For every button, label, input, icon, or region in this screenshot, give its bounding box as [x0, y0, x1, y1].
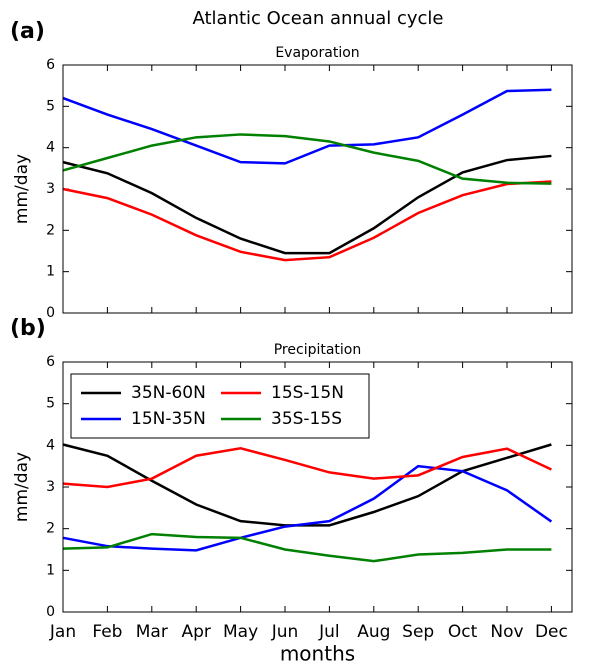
- y-tick-label: 6: [46, 57, 55, 73]
- plot-frame: [62, 361, 573, 613]
- x-axis-label: months: [280, 642, 355, 665]
- x-tick-label: Nov: [490, 622, 523, 642]
- chart-title: Precipitation: [274, 342, 362, 358]
- y-tick-label: 5: [46, 396, 55, 412]
- y-tick-label: 2: [46, 222, 55, 238]
- panel-label: (b): [10, 316, 46, 341]
- y-axis-label: mm/day: [12, 452, 32, 522]
- x-tick-label: Feb: [92, 622, 122, 642]
- legend-label: 15N-35N: [131, 409, 206, 429]
- line: [62, 133, 552, 185]
- line: [62, 180, 552, 262]
- x-tick-label: Oct: [448, 622, 478, 642]
- x-tick-label: Sep: [402, 622, 434, 642]
- x-tick-label: Dec: [535, 622, 568, 642]
- x-tick-label: Aug: [357, 622, 390, 642]
- legend-label: 15S-15N: [271, 383, 344, 403]
- line: [62, 443, 552, 527]
- y-tick-label: 0: [46, 305, 55, 321]
- line: [62, 88, 552, 165]
- line: [62, 446, 552, 489]
- line: [62, 532, 552, 563]
- line: [62, 154, 552, 255]
- y-tick-label: 1: [46, 264, 55, 280]
- x-tick-label: Jan: [49, 622, 76, 642]
- y-tick-label: 0: [46, 604, 55, 620]
- y-tick-label: 3: [46, 479, 55, 495]
- line: [62, 464, 553, 552]
- figure-title: Atlantic Ocean annual cycle: [193, 8, 444, 29]
- chart-title: Evaporation: [275, 45, 359, 61]
- x-tick-label: Jun: [271, 622, 299, 642]
- y-tick-label: 2: [46, 521, 55, 537]
- panel-label: (a): [10, 19, 45, 44]
- y-tick-label: 5: [46, 98, 55, 114]
- x-tick-label: May: [223, 622, 258, 642]
- y-tick-label: 4: [46, 437, 55, 453]
- y-axis-label: mm/day: [12, 154, 32, 224]
- y-tick-label: 3: [46, 181, 55, 197]
- y-tick-label: 6: [46, 354, 55, 370]
- x-tick-label: Mar: [136, 622, 168, 642]
- legend-box: [70, 373, 370, 439]
- legend-label: 35S-15S: [271, 409, 342, 429]
- legend-label: 35N-60N: [131, 383, 206, 403]
- y-tick-label: 1: [46, 562, 55, 578]
- x-tick-label: Jul: [318, 622, 340, 642]
- y-tick-label: 4: [46, 140, 55, 156]
- plot-frame: [62, 64, 573, 314]
- x-tick-label: Apr: [181, 622, 210, 642]
